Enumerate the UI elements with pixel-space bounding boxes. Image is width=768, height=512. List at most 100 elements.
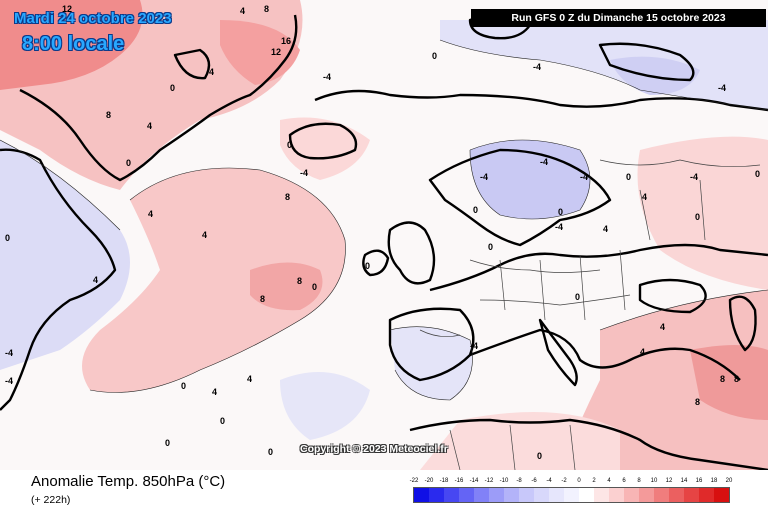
color-scale-label: 0 [577,478,581,484]
contour-value-label: 0 [126,158,131,168]
coastline-caspian [728,295,757,352]
variable-title: Anomalie Temp. 850hPa (°C) [31,473,226,490]
color-scale-swatch [639,488,654,502]
contour-value-label: 0 [695,212,700,222]
color-scale-label: 2 [592,478,596,484]
color-scale-swatch [519,488,534,502]
color-scale-label: -22 [409,478,419,484]
contour-value-label: 0 [473,205,478,215]
color-scale-swatch [564,488,579,502]
cool-anomaly-area-iberia [390,326,473,400]
contour-value-label: 0 [575,292,580,302]
country-border [469,259,601,273]
coastline-europe-mainland [429,243,768,292]
color-scale-label: -14 [469,478,479,484]
cool-anomaly-area-west [0,140,130,370]
color-scale-swatch [474,488,489,502]
warm-anomaly-area-southeast [560,290,768,470]
contour-value-label: -4 [555,222,563,232]
contour-value-label: 0 [365,261,370,271]
country-border [639,179,706,241]
lead-time: (+ 222h) [31,494,71,506]
cool-anomaly-area-atlantic-east [280,372,370,440]
coastline-italy [538,318,578,387]
color-scale-swatch [549,488,564,502]
contour-value-label: 0 [287,140,292,150]
forecast-time: 8:00 locale [22,33,125,55]
contour-value-label: 0 [165,438,170,448]
color-scale-label: -2 [561,478,567,484]
contour-value-label: 16 [281,36,291,46]
coastline-novaya-zemlya [598,42,695,82]
color-scale-label: -16 [454,478,464,484]
cool-anomaly-area-barents [610,56,700,95]
contour-value-label: 12 [271,47,281,57]
contour-value-label: -4 [580,172,588,182]
model-run-banner: Run GFS 0 Z du Dimanche 15 octobre 2023 [471,9,766,27]
color-scale-swatch [534,488,549,502]
coastline-scandinavia-arctic [314,89,768,112]
contour-value-label: 12 [62,4,72,14]
contour-value-label: -4 [533,62,541,72]
contour-value-label: -4 [540,157,548,167]
contour-value-label: 4 [240,6,245,16]
contour-value-label: 4 [603,224,608,234]
color-scale-swatch [429,488,444,502]
color-scale-label: -12 [484,478,494,484]
contour-value-label: 4 [642,192,647,202]
contour-value-label: 0 [5,233,10,243]
color-scale-label: -20 [424,478,434,484]
contour-value-label: 0 [312,282,317,292]
coastline-greenland-east [173,48,211,80]
color-scale-label: 12 [665,478,673,484]
isotherm-line [0,139,121,231]
color-scale-swatch [609,488,624,502]
color-scale-label: -8 [516,478,522,484]
contour-value-label: 4 [660,322,665,332]
contour-value-label: 4 [247,374,252,384]
coastline-greenland [19,14,298,182]
country-border [599,159,761,167]
copyright-notice: Copyright © 2023 Meteociel.fr [300,443,448,455]
color-scale-swatch [579,488,594,502]
color-scale-swatch [684,488,699,502]
color-scale-swatch [414,488,429,502]
contour-value-label: 4 [640,347,645,357]
contour-value-label: 8 [260,294,265,304]
color-scale-swatch [699,488,714,502]
color-scale-label: 18 [710,478,718,484]
map-footer: Anomalie Temp. 850hPa (°C) (+ 222h) -22-… [0,470,768,512]
isotherm-line [599,289,768,331]
contour-value-label: -4 [718,83,726,93]
color-scale-label: -18 [439,478,449,484]
color-scale-swatch [714,488,729,502]
color-scale-swatch [504,488,519,502]
color-scale-label: 20 [725,478,733,484]
contour-value-label: -4 [480,172,488,182]
color-scale-label: 4 [607,478,611,484]
contour-value-label: 8 [264,4,269,14]
color-scale-label: 10 [650,478,658,484]
contour-value-label: 0 [626,172,631,182]
isotherm-line [389,326,473,401]
coastline-iceland [288,122,358,160]
contour-value-label: 0 [558,207,563,217]
contour-value-label: 4 [212,387,217,397]
color-scale-label: 6 [622,478,626,484]
coastline-africa [409,418,768,470]
color-scale-swatch [654,488,669,502]
color-scale-label: 8 [637,478,641,484]
contour-value-label: -4 [470,341,478,351]
color-scale-swatch [624,488,639,502]
contour-value-label: -4 [690,172,698,182]
contour-value-label: 4 [147,121,152,131]
contour-value-label: -4 [5,348,13,358]
borders [419,159,761,470]
contour-value-label: 0 [181,381,186,391]
contour-value-label: 8 [285,192,290,202]
coastline-british-isles [387,221,436,285]
color-scale-swatch [444,488,459,502]
contour-value-label: 8 [297,276,302,286]
